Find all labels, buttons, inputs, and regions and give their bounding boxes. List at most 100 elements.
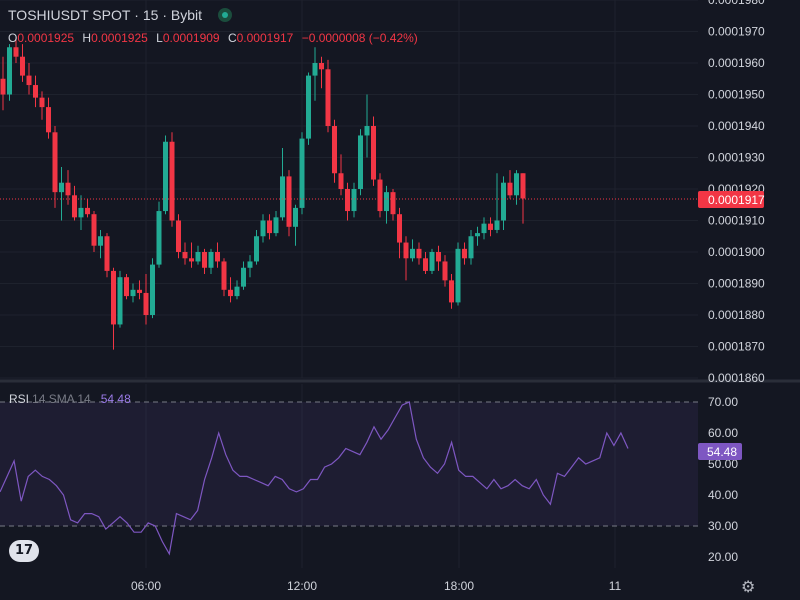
candle xyxy=(59,166,64,221)
settings-gear-icon[interactable]: ⚙ xyxy=(741,577,756,596)
rsi-tick-label: 60.00 xyxy=(708,426,738,440)
candle xyxy=(299,132,305,215)
candle xyxy=(46,97,51,139)
candle xyxy=(130,283,136,303)
candle xyxy=(221,258,227,297)
price-tick-label: 0.0001950 xyxy=(708,88,765,102)
candle xyxy=(228,277,233,303)
time-tick-label: 18:00 xyxy=(444,579,474,593)
candle xyxy=(202,248,207,275)
candle xyxy=(319,56,324,89)
candle xyxy=(267,214,272,240)
rsi-params: 14 SMA 14 xyxy=(32,392,91,406)
time-axis[interactable]: 06:00 12:00 18:00 11 xyxy=(131,579,622,593)
candle xyxy=(215,242,220,268)
candle-series xyxy=(0,37,526,350)
candle xyxy=(371,116,376,186)
price-tick-label: 0.0001970 xyxy=(708,25,765,39)
price-tick-label: 0.0001960 xyxy=(708,56,765,70)
candle xyxy=(189,242,194,268)
candle xyxy=(52,126,58,208)
time-tick-label: 12:00 xyxy=(287,579,317,593)
candle xyxy=(410,239,415,262)
price-tick-label: 0.0001900 xyxy=(708,245,765,259)
price-tick-label: 0.0001880 xyxy=(708,308,765,322)
candle xyxy=(306,72,311,145)
candle xyxy=(468,229,474,265)
candle xyxy=(501,176,506,230)
price-tick-label: 0.0001890 xyxy=(708,277,765,291)
candle xyxy=(156,201,162,268)
candle xyxy=(397,207,402,259)
candle xyxy=(78,195,84,230)
candle xyxy=(345,182,350,221)
market-status-icon[interactable] xyxy=(218,8,232,22)
candle xyxy=(403,236,409,281)
candle xyxy=(384,185,389,224)
candle xyxy=(364,94,370,158)
candle xyxy=(507,170,513,199)
candle xyxy=(351,182,357,218)
price-axis[interactable]: 0.0001980 0.0001970 0.0001960 0.0001950 0.00… xyxy=(708,0,765,385)
price-tick-label: 0.0001930 xyxy=(708,151,765,165)
tradingview-logo-icon[interactable]: 17 xyxy=(9,540,39,562)
rsi-name: RSI xyxy=(9,392,30,406)
symbol-header[interactable]: TOSHIUSDT SPOT · 15 · Bybit xyxy=(8,7,232,23)
price-tick-label: 0.0001980 xyxy=(708,0,765,7)
symbol-name[interactable]: TOSHIUSDT SPOT xyxy=(8,7,131,23)
interval-label[interactable]: 15 xyxy=(142,7,159,23)
candle xyxy=(98,229,103,259)
rsi-legend-value: 54.48 xyxy=(100,392,131,406)
rsi-line xyxy=(0,401,629,556)
candle xyxy=(65,170,71,205)
price-tick-label: 0.0001910 xyxy=(708,214,765,228)
rsi-legend[interactable]: RSI 14 SMA 14 54.48 xyxy=(9,392,131,406)
candle xyxy=(137,280,142,300)
candle xyxy=(241,261,246,290)
candle xyxy=(462,242,467,265)
last-price-label: 0.0001917 xyxy=(708,193,765,207)
candle xyxy=(325,59,331,133)
last-price-badge: 0.0001917 xyxy=(698,191,765,208)
candle xyxy=(117,270,123,328)
rsi-value-label: 54.48 xyxy=(707,445,737,459)
candle xyxy=(332,119,337,183)
candle xyxy=(442,255,448,287)
candle xyxy=(195,245,201,265)
candle xyxy=(104,233,110,278)
candle xyxy=(150,258,155,319)
rsi-tick-label: 70.00 xyxy=(708,395,738,409)
separator-dot: · xyxy=(134,7,139,23)
candle xyxy=(91,211,97,252)
candle xyxy=(358,129,363,196)
price-tick-label: 0.0001860 xyxy=(708,371,765,385)
candle xyxy=(481,217,487,240)
candle xyxy=(436,245,441,271)
change-value: −0.0000008 (−0.42%) xyxy=(301,31,418,45)
candle xyxy=(20,44,25,82)
candle xyxy=(33,75,38,108)
candle xyxy=(143,274,149,325)
low-value: 0.0001909 xyxy=(162,31,220,45)
rsi-value-badge: 54.48 xyxy=(698,443,742,460)
candle xyxy=(377,173,383,218)
candle xyxy=(273,211,279,237)
candle xyxy=(169,132,175,227)
candle xyxy=(475,226,480,246)
candle xyxy=(488,217,493,237)
open-label: O xyxy=(8,31,18,45)
candle xyxy=(176,214,181,259)
candle xyxy=(247,255,253,278)
candle xyxy=(13,37,19,63)
candle xyxy=(455,242,461,306)
candle xyxy=(449,274,454,309)
rsi-tick-label: 20.00 xyxy=(708,550,738,564)
candle xyxy=(111,267,116,350)
price-tick-label: 0.0001940 xyxy=(708,119,765,133)
candle xyxy=(0,56,6,111)
candle xyxy=(494,173,500,234)
candle xyxy=(260,214,266,243)
candle xyxy=(208,248,214,275)
rsi-axis[interactable]: 70.00 60.00 50.00 40.00 30.00 20.00 xyxy=(708,395,738,564)
